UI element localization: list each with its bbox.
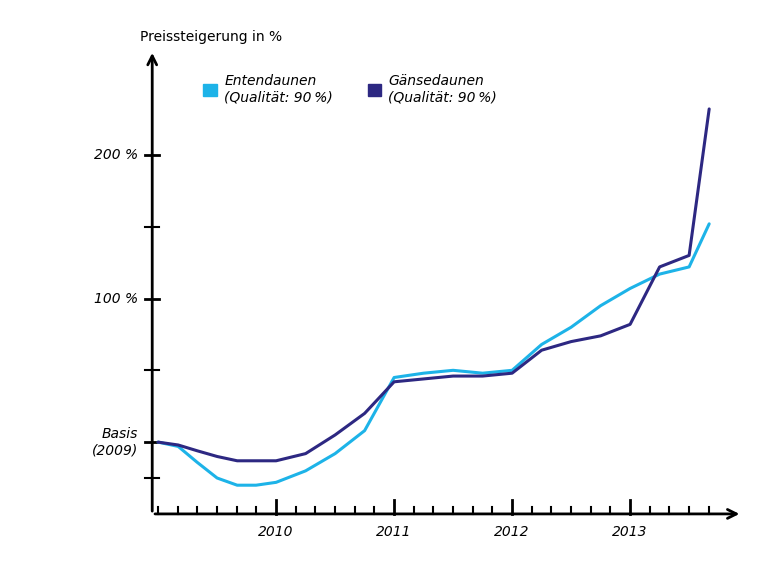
Text: Basis
(2009): Basis (2009) xyxy=(92,427,138,457)
Legend: Entendaunen
(Qualität: 90 %), Gänsedaunen
(Qualität: 90 %): Entendaunen (Qualität: 90 %), Gänsedaune… xyxy=(203,74,497,105)
Text: 200 %: 200 % xyxy=(94,148,138,162)
Text: 2012: 2012 xyxy=(495,526,530,540)
Text: 100 %: 100 % xyxy=(94,291,138,305)
Text: Preissteigerung in %: Preissteigerung in % xyxy=(140,30,282,44)
Text: 2011: 2011 xyxy=(377,526,412,540)
Text: 2010: 2010 xyxy=(258,526,294,540)
Text: 2013: 2013 xyxy=(612,526,648,540)
